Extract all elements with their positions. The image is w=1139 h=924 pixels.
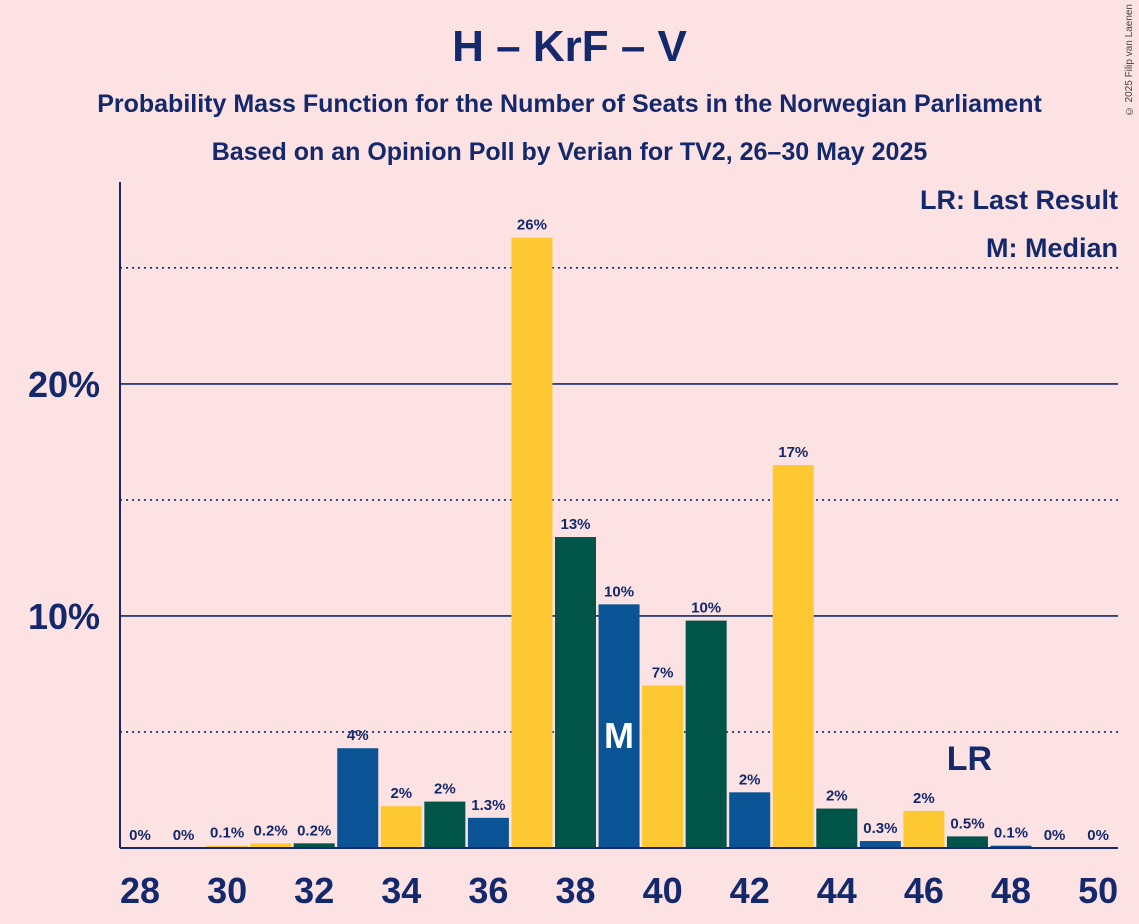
last-result-marker: LR [947,740,992,778]
bar [598,604,640,848]
x-tick-label: 34 [381,870,421,911]
legend-last-result: LR: Last Result [920,185,1118,215]
data-label: 0.5% [950,815,984,832]
median-marker: M [604,715,634,756]
bar [859,841,901,848]
data-label: 0% [173,827,195,844]
bar [511,237,553,849]
x-tick-label: 42 [730,870,770,911]
x-tick-label: 30 [207,870,247,911]
bar [293,843,335,848]
data-label: 10% [604,583,634,600]
bar [729,792,771,848]
x-tick-label: 36 [468,870,508,911]
bars: 0% 0% 0.1% 0.2% 0.2% 4% 2% 2% 1.3% 26% 13% 10% 7% 10%… [129,217,1109,849]
axes: 10% 20% 28 30 32 34 36 38 40 42 44 46 48 50 [28,182,1118,911]
bar [685,620,727,848]
x-tick-label: 32 [294,870,334,911]
x-tick-label: 38 [555,870,595,911]
data-label: 2% [434,781,456,798]
bar [816,808,858,848]
bar [467,817,509,848]
bar [642,685,684,848]
bar [250,843,292,848]
bar [380,806,422,848]
bar [206,845,248,848]
chart-subtitle-line1: Probability Mass Function for the Number… [97,90,1042,118]
bar [990,845,1032,848]
bar [946,836,988,848]
bar [424,801,466,848]
data-label: 0.2% [297,822,331,839]
legend-median: M: Median [986,233,1118,263]
x-tick-label: 48 [991,870,1031,911]
bar [772,465,814,848]
data-label: 0% [1087,827,1109,844]
y-tick-label: 10% [28,596,100,637]
bar [337,748,379,848]
chart-title: H – KrF – V [452,22,687,71]
x-tick-label: 44 [817,870,857,911]
data-label: 0.1% [210,825,244,842]
bar [555,537,596,848]
data-label: 4% [347,727,369,744]
data-label: 0.1% [994,825,1028,842]
data-label: 0.2% [254,822,288,839]
data-label: 2% [913,790,935,807]
data-label: 0% [129,827,151,844]
bar [903,810,945,848]
data-label: 10% [691,600,721,617]
x-tick-label: 28 [120,870,160,911]
data-label: 13% [560,516,590,533]
data-label: 17% [778,444,808,461]
data-label: 1.3% [471,797,505,814]
data-label: 0.3% [863,820,897,837]
data-label: 7% [652,665,674,682]
data-label: 2% [826,788,848,805]
y-tick-label: 20% [28,364,100,405]
markers: M LR [604,715,992,778]
x-tick-label: 50 [1078,870,1118,911]
data-label: 2% [390,785,412,802]
data-label: 2% [739,771,761,788]
data-label: 0% [1044,827,1066,844]
data-label: 26% [517,217,547,234]
x-tick-label: 46 [904,870,944,911]
x-tick-label: 40 [643,870,683,911]
chart-subtitle-line2: Based on an Opinion Poll by Verian for T… [211,138,928,166]
